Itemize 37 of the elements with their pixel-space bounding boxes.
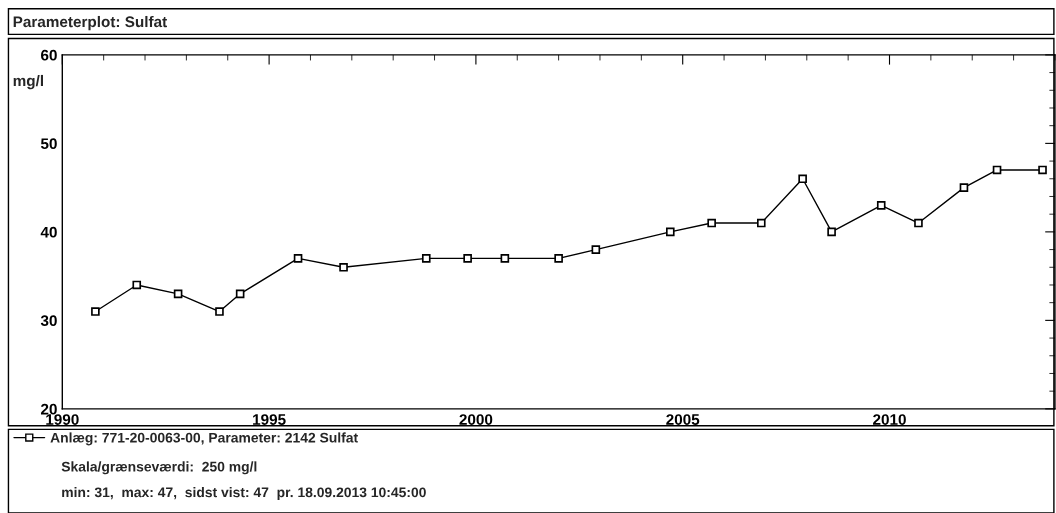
- point: [421, 254, 431, 263]
- point: [914, 218, 923, 228]
- point: [992, 165, 1002, 175]
- point: [500, 254, 510, 263]
- text: min: 31, max: 47, sidst vist: 47 pr. 18.09.2013 10:45:00: [62, 487, 426, 500]
- y-tick-label: 30: [40, 315, 57, 327]
- point: [959, 183, 969, 192]
- point: [1038, 165, 1047, 175]
- point: [339, 262, 348, 272]
- point: [554, 254, 563, 263]
- y-tick-label: 40: [40, 226, 57, 238]
- text: Skala/grænseværdi: 250 mg/l: [61, 461, 257, 475]
- point: [798, 174, 807, 184]
- point: [665, 227, 675, 237]
- y-tick-label: 20: [40, 403, 57, 415]
- point: [876, 201, 886, 210]
- point: [463, 254, 472, 263]
- x-tick-label: 2010: [873, 414, 906, 425]
- point: [756, 218, 766, 228]
- y-axis-title: mg/l: [13, 74, 43, 90]
- point: [827, 227, 836, 237]
- point: [235, 289, 245, 299]
- point: [173, 289, 183, 299]
- chart-title: Parameterplot: Sulfat: [13, 15, 167, 31]
- point: [215, 307, 224, 316]
- point: [591, 245, 601, 254]
- x-tick-label: 1995: [253, 414, 286, 425]
- legend-label: Anlæg: 771-20-0063-00, Parameter: 2142 Sulfat: [50, 432, 358, 446]
- y-tick-label: 60: [41, 49, 57, 61]
- x-tick-label: 2000: [459, 414, 493, 425]
- point: [293, 254, 303, 263]
- point: [707, 218, 716, 228]
- point: [91, 307, 100, 316]
- y-tick-label: 50: [40, 138, 57, 150]
- x-tick-label: 1990: [46, 414, 79, 425]
- x-tick-label: 2005: [666, 414, 700, 425]
- point: [132, 280, 142, 290]
